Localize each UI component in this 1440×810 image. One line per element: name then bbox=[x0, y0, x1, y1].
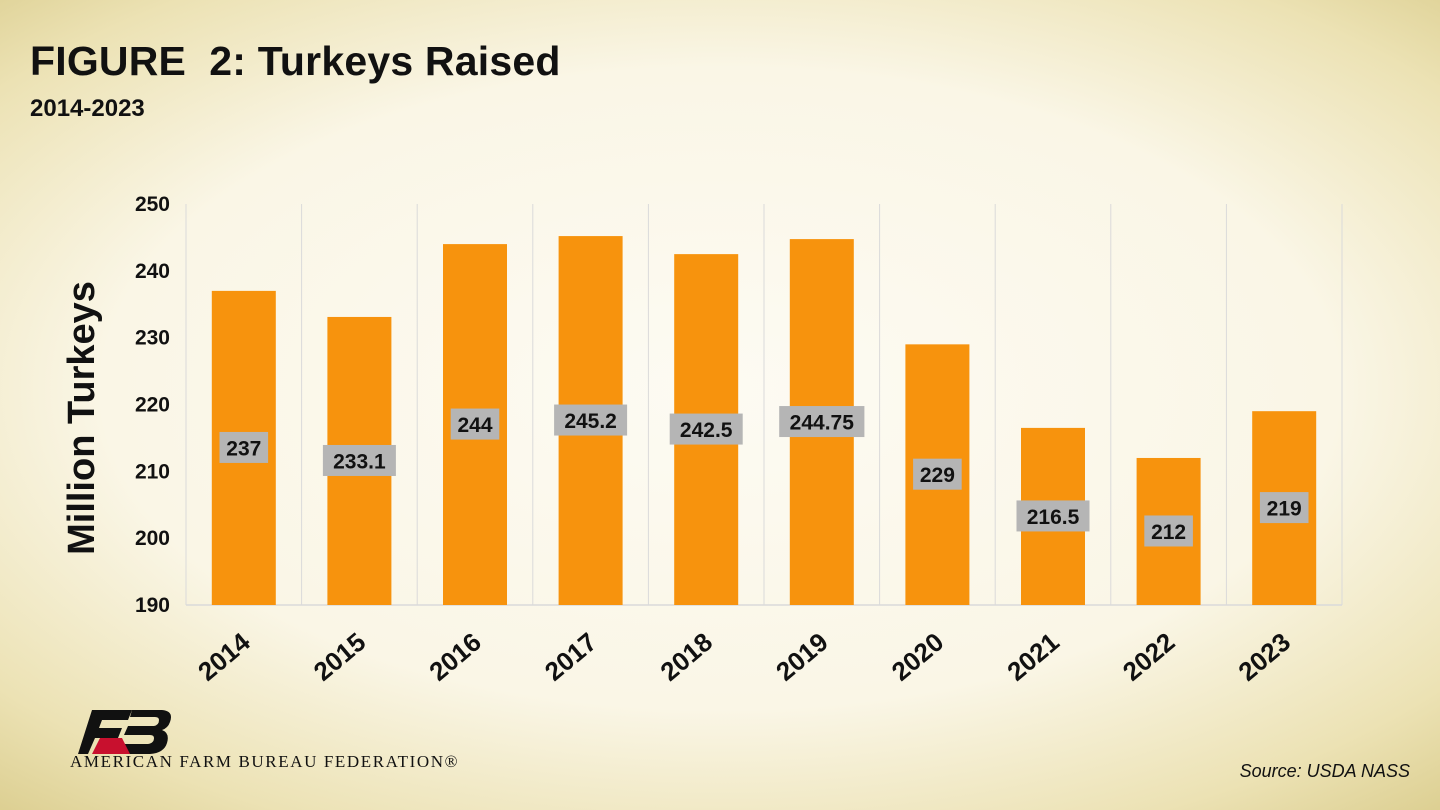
data-label-text: 244.75 bbox=[790, 412, 855, 435]
source-note: Source: USDA NASS bbox=[1239, 761, 1410, 781]
data-label: 219 bbox=[1259, 492, 1309, 524]
data-label-box bbox=[219, 431, 269, 463]
logo-b-shape bbox=[116, 710, 171, 754]
data-label-text: 244 bbox=[457, 414, 492, 437]
data-label-box bbox=[669, 413, 743, 445]
data-label: 229 bbox=[913, 458, 962, 490]
data-label: 244 bbox=[450, 408, 500, 440]
data-label-box bbox=[322, 444, 396, 476]
data-label-text: 212 bbox=[1151, 521, 1186, 544]
data-label-box bbox=[779, 406, 865, 438]
y-axis-title: Million Turkeys bbox=[61, 281, 103, 555]
data-label-box bbox=[1016, 500, 1090, 532]
x-tick-label: 2018 bbox=[654, 627, 718, 687]
y-tick-label: 240 bbox=[135, 260, 170, 283]
data-label-box bbox=[1259, 492, 1309, 524]
x-tick-label: 2019 bbox=[770, 627, 834, 687]
y-axis-ticks: 190 200 210 220 230 240 250 bbox=[135, 193, 170, 617]
data-label-text: 216.5 bbox=[1027, 506, 1080, 529]
y-tick-label: 250 bbox=[135, 193, 170, 216]
data-label-box bbox=[1144, 515, 1193, 547]
data-label-box bbox=[554, 404, 628, 436]
y-tick-label: 210 bbox=[135, 460, 170, 483]
data-label: 242.5 bbox=[669, 413, 743, 445]
x-axis-ticks: 2014 2015 2016 2017 2018 2019 2020 2021 2022 2023 bbox=[192, 626, 1296, 687]
data-label: 237 bbox=[219, 431, 269, 463]
data-label-text: 245.2 bbox=[564, 410, 617, 433]
chart-subtitle: 2014-2023 bbox=[30, 95, 145, 122]
x-tick-label: 2015 bbox=[308, 627, 372, 687]
data-label: 216.5 bbox=[1016, 500, 1090, 532]
data-label-text: 219 bbox=[1267, 498, 1302, 521]
y-tick-label: 190 bbox=[135, 594, 170, 617]
data-label: 244.75 bbox=[779, 406, 865, 438]
logo-red-shape bbox=[92, 738, 130, 754]
x-tick-label: 2017 bbox=[539, 627, 603, 687]
data-label: 233.1 bbox=[322, 444, 396, 476]
data-label-box bbox=[913, 458, 962, 490]
data-label-text: 237 bbox=[226, 437, 261, 460]
data-label: 212 bbox=[1144, 515, 1193, 547]
x-tick-label: 2014 bbox=[192, 626, 256, 687]
chart-title: FIGURE 2: Turkeys Raised bbox=[30, 38, 561, 84]
data-label: 245.2 bbox=[554, 404, 628, 436]
x-tick-label: 2020 bbox=[886, 627, 950, 687]
data-labels: 237 233.1 244 245.2 242.5 244.75 229 216.5 212 21… bbox=[219, 404, 1309, 547]
data-label-text: 242.5 bbox=[680, 419, 733, 442]
x-tick-label: 2022 bbox=[1117, 627, 1181, 687]
x-tick-label: 2016 bbox=[423, 627, 487, 687]
logo-f-shape bbox=[78, 710, 132, 754]
y-tick-label: 230 bbox=[135, 327, 170, 350]
x-tick-label: 2023 bbox=[1232, 627, 1296, 687]
data-label-text: 229 bbox=[920, 464, 955, 487]
x-tick-label: 2021 bbox=[1001, 627, 1065, 687]
data-label-box bbox=[450, 408, 500, 440]
y-tick-label: 200 bbox=[135, 527, 170, 550]
data-label-text: 233.1 bbox=[333, 450, 386, 473]
afbf-logo: FB bbox=[78, 710, 171, 754]
y-tick-label: 220 bbox=[135, 394, 170, 417]
organization-name: AMERICAN FARM BUREAU FEDERATION® bbox=[70, 752, 460, 771]
